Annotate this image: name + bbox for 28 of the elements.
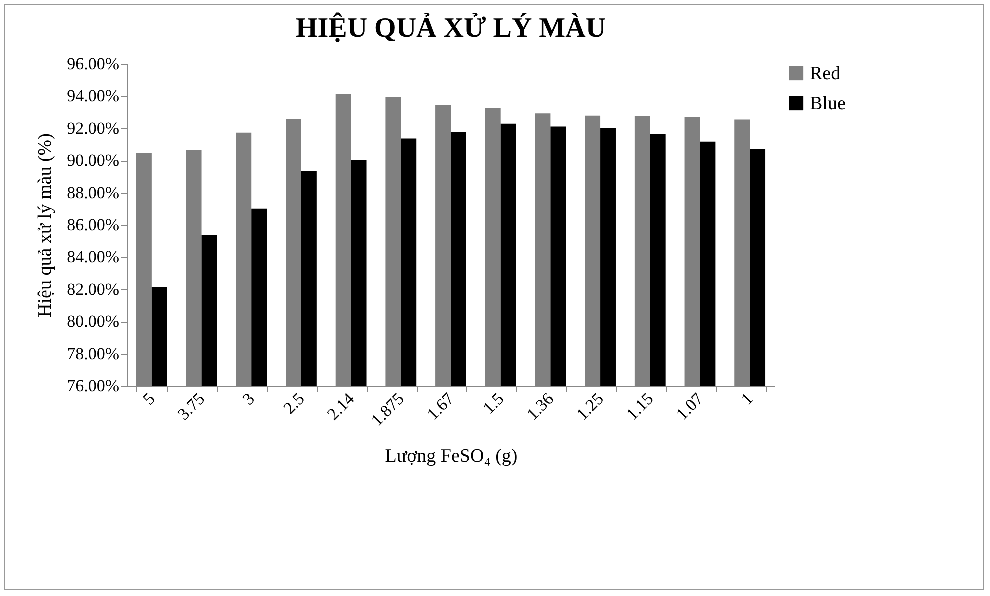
x-tick-label: 2.14 [324, 389, 359, 424]
legend-label: Red [810, 64, 842, 84]
legend-label: Blue [810, 94, 846, 114]
y-tick-label: 76.00% [67, 376, 120, 396]
y-tick-label: 80.00% [67, 312, 120, 332]
x-tick-label: 5 [139, 389, 159, 409]
y-tick-label: 82.00% [67, 280, 120, 299]
y-tick-label: 92.00% [67, 118, 120, 138]
x-tick-label: 3 [239, 389, 258, 409]
y-tick-label: 84.00% [67, 248, 120, 267]
y-tick-label: 94.00% [67, 86, 120, 106]
chart-title: HIỆU QUẢ XỬ LÝ MÀU [296, 12, 606, 44]
x-tick-label: 1.25 [572, 389, 608, 424]
y-axis-title: Hiệu quả xử lý màu (%) [35, 134, 56, 318]
x-tick-label: 1.67 [423, 389, 458, 424]
x-tick-label: 1.5 [479, 389, 508, 418]
x-tick-label: 1 [737, 389, 757, 409]
x-tick-label: 1.07 [672, 389, 708, 424]
x-tick-label: 1.15 [622, 389, 658, 424]
x-tick-label: 3.75 [174, 389, 209, 424]
y-tick-label: 86.00% [67, 216, 120, 234]
y-tick-label: 96.00% [67, 54, 120, 74]
y-tick-label: 88.00% [67, 183, 120, 202]
y-tick-label: 90.00% [67, 151, 120, 170]
y-tick-label: 78.00% [67, 344, 120, 364]
x-axis-title: Lượng FeSO₄ (g) [385, 446, 518, 468]
x-tick-label: 2.5 [280, 389, 308, 418]
x-tick-label: 1.36 [523, 389, 558, 424]
